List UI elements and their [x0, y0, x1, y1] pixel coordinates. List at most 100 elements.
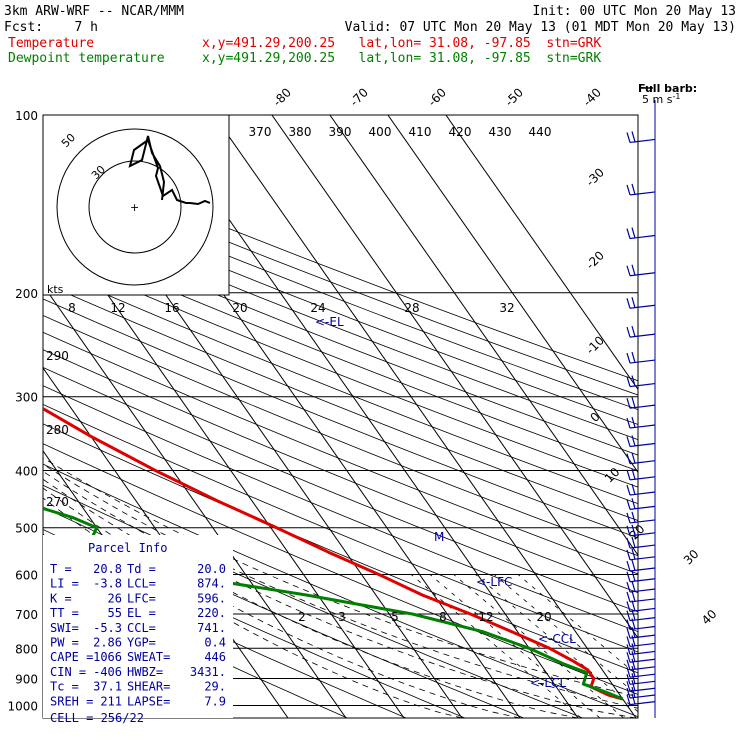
wind-barb-flag-985: [626, 694, 631, 705]
pressure-tick-300: 300: [15, 391, 38, 405]
hodograph: 30 50 + kts: [42, 114, 230, 296]
pressure-tick-1000: 1000: [7, 699, 38, 713]
mixing-ratio-lower-label-8: 8: [439, 610, 447, 624]
moist-adiabat-20: [43, 470, 637, 718]
dry-adiabat-390: [43, 282, 638, 521]
wind-barb-flag-660: [626, 591, 631, 603]
wind-barb-flag2-735: [631, 618, 636, 630]
parcel-row-4-value-left: -5.3: [93, 621, 122, 635]
wind-barb-flag-885: [626, 666, 631, 678]
full-barb-legend: Full barb: 5 m s-1: [638, 82, 697, 106]
parcel-row-4-label-right: CCL=: [127, 621, 156, 635]
dry-adiabat-360: [43, 331, 638, 575]
wind-barb-flag-535: [626, 537, 631, 549]
wind-barb-flag-485: [626, 512, 631, 524]
parcel-row-3-value-right: 220.: [197, 606, 226, 620]
forecast-hour: Fcst: 7 h: [4, 20, 98, 35]
parcel-row-2-value-right: 596.: [197, 591, 226, 605]
wind-barb-flag2-535: [631, 536, 636, 548]
parcel-row-9-label-left: SREH =: [50, 694, 93, 708]
isotherm-label--50: -50: [502, 85, 526, 109]
wind-barb-flag-185: [626, 265, 631, 276]
parcel-row-1-label-left: LI =: [50, 577, 79, 591]
parcel-row-3-value-left: 55: [108, 606, 122, 620]
wind-barb-960: [629, 694, 656, 699]
parcel-row-2-value-left: 26: [108, 591, 122, 605]
parcel-row-6-label-right: SWEAT=: [127, 650, 170, 664]
dry-adiabat-380: [43, 298, 638, 539]
theta-label-440: 440: [529, 125, 552, 139]
wind-barb-flag-560: [626, 549, 631, 560]
wind-barb-460: [629, 505, 656, 510]
wind-barb-flag-910: [626, 674, 631, 685]
dry-adiabat-240: [43, 576, 348, 718]
parcel-info-panel: Parcel Info CELL = 256/22 T = 20.8 Td = 20.…: [43, 535, 233, 725]
wind-barb-910: [629, 680, 656, 685]
wind-barb-135: [629, 191, 656, 196]
theta-label-400: 400: [369, 125, 392, 139]
parcel-row-5-value-right: 0.4: [204, 636, 226, 650]
dry-adiabat-480: [43, 151, 638, 382]
wind-barb-335: [629, 424, 656, 429]
parcel-row-4-label-left: SWI=: [50, 621, 79, 635]
parcel-row-0-label-right: Td =: [127, 562, 156, 576]
parcel-row-8-label-left: Tc =: [50, 680, 79, 694]
dry-adiabat-370: [43, 315, 638, 557]
mixing-ratio-upper-label-16: 16: [164, 301, 179, 315]
wind-barb-685: [629, 607, 656, 613]
parcel-row-6-value-left: 1066: [93, 650, 122, 664]
parcel-row-5-label-right: YGP=: [127, 636, 156, 650]
pressure-tick-800: 800: [15, 642, 38, 656]
temperature-legend: Temperature: [8, 36, 94, 51]
pressure-tick-100: 100: [15, 109, 38, 123]
series-temperature-line: [43, 406, 624, 701]
wind-barb-flag-710: [626, 610, 631, 621]
wind-barb-flag-285: [626, 376, 631, 387]
isotherm-label--10: -10: [583, 333, 607, 357]
theta-label-380: 380: [289, 125, 312, 139]
pressure-tick-900: 900: [15, 672, 38, 686]
wind-barb-flag2-160: [631, 227, 636, 239]
parcel-row-2-label-left: K =: [50, 591, 72, 605]
parcel-row-9-value-right: 7.9: [204, 694, 226, 708]
mixing-ratio-3: [429, 574, 601, 718]
pressure-tick-600: 600: [15, 568, 38, 582]
wind-barb-flag2-285: [631, 375, 636, 387]
wind-barb-285: [629, 382, 656, 388]
dry-adiabat-410: [43, 251, 638, 488]
wind-barb-185: [629, 272, 656, 277]
wind-barb-985: [629, 701, 656, 706]
isotherm-label--70: -70: [347, 85, 371, 109]
wind-barb-flag-335: [626, 417, 631, 429]
header: 3km ARW-WRF -- NCAR/MMM Init: 00 UTC Mon…: [4, 4, 736, 66]
dewpoint-legend: Dewpoint temperature: [8, 51, 165, 66]
parcel-row-6-label-left: CAPE =: [50, 650, 93, 664]
wind-barb-610: [629, 578, 656, 583]
wind-barb-360: [629, 442, 656, 448]
model-title: 3km ARW-WRF -- NCAR/MMM: [4, 4, 184, 19]
wind-barb-flag2-960: [631, 686, 636, 698]
mixing-ratio-5: [453, 574, 624, 718]
wind-barb-flag-960: [626, 687, 631, 699]
wind-barb-flag-785: [626, 636, 631, 647]
isotherm-30: [271, 115, 638, 639]
valid-time: Valid: 07 UTC Mon 20 May 13 (01 MDT Mon …: [345, 20, 736, 35]
parcel-row-7-value-right: 3431.: [190, 665, 226, 679]
theta-e-label-280: 280: [46, 423, 69, 437]
wind-barb-flag-360: [626, 436, 631, 447]
wind-barb-flag2-710: [631, 609, 636, 621]
wind-barb-560: [629, 556, 656, 561]
theta-label-420: 420: [449, 125, 472, 139]
wind-barb-760: [629, 634, 656, 639]
dry-adiabat-290: [43, 463, 638, 718]
parcel-row-0-label-left: T =: [50, 562, 72, 576]
isotherm-50: [387, 115, 638, 474]
theta-label-430: 430: [489, 125, 512, 139]
isotherm-label-30: 30: [681, 547, 702, 568]
wind-barb-160: [629, 234, 656, 240]
mixing-ratio-upper-label-20: 20: [232, 301, 247, 315]
temperature-location: x,y=491.29,200.25 lat,lon= 31.08, -97.85…: [202, 36, 601, 51]
mixing-ratio-upper-label-24: 24: [310, 301, 325, 315]
mixing-ratio-upper-label-8: 8: [68, 301, 76, 315]
